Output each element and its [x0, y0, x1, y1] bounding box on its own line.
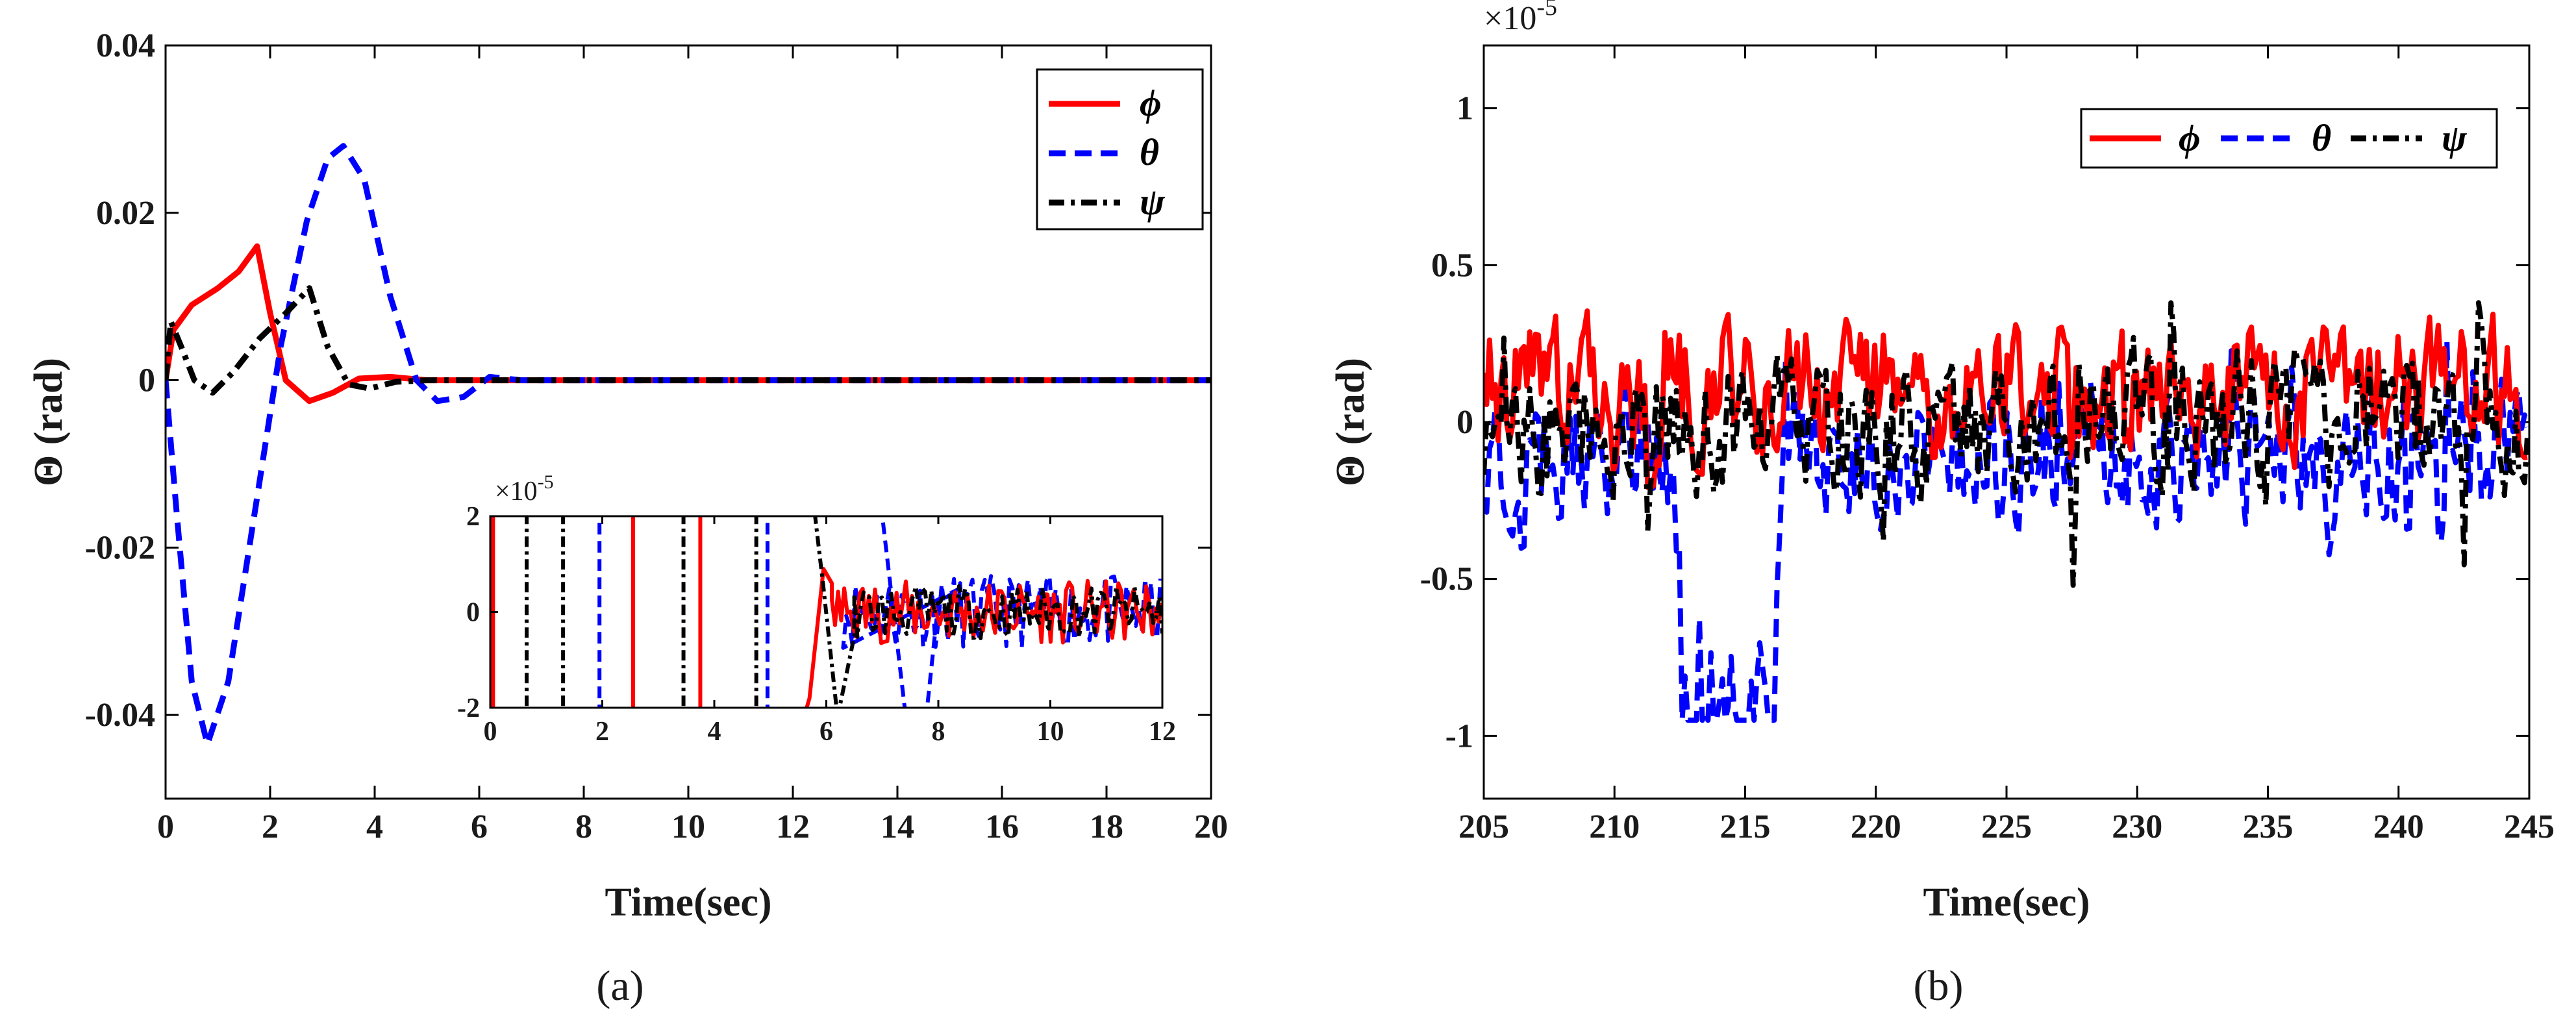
xtick-label: 230	[2112, 808, 2162, 845]
series-a-theta	[166, 143, 1211, 747]
xtick-label: 0	[484, 717, 497, 747]
chart-b-xlabel: Time(sec)	[1923, 880, 2090, 925]
legend-a-phi-label: ϕ	[1140, 82, 1162, 124]
xtick-label: 8	[575, 808, 592, 845]
ytick-label: -1	[1445, 717, 1473, 754]
xtick-label: 235	[2243, 808, 2294, 845]
xtick-label: 210	[1589, 808, 1640, 845]
xtick-label: 10	[671, 808, 705, 845]
xtick-label: 10	[1037, 717, 1064, 747]
inset-exponent-label: ×10-5	[495, 471, 554, 506]
panel-a-label: (a)	[596, 962, 644, 1010]
xtick-label: 2	[595, 717, 609, 747]
xtick-label: 240	[2373, 808, 2424, 845]
ytick-label: -0.04	[85, 697, 155, 734]
xtick-label: 2	[262, 808, 279, 845]
series-a-psi	[166, 285, 1211, 396]
xtick-label: 220	[1851, 808, 1901, 845]
ytick-label: 0	[1457, 404, 1473, 441]
chart-a-legend: ϕ θ ψ	[1036, 68, 1204, 231]
ytick-label: 0.02	[96, 195, 155, 232]
xtick-label: 6	[471, 808, 488, 845]
chart-b-legend: ϕ θ ψ	[2080, 108, 2498, 169]
ytick-label: -0.02	[85, 529, 155, 566]
inset-series-psi	[813, 516, 1162, 708]
chart-b-series-group	[1484, 300, 2529, 723]
xtick-label: 18	[1090, 808, 1123, 845]
xtick-label: 14	[881, 808, 914, 845]
legend-b-theta-label: θ	[2312, 117, 2331, 159]
chart-b-frame	[1482, 44, 2531, 800]
xtick-label: 225	[1981, 808, 2032, 845]
chart-a-series-group	[166, 143, 1211, 747]
xtick-label: 20	[1194, 808, 1228, 845]
ytick-label: 2	[466, 502, 480, 532]
series-b-psi	[1484, 300, 2529, 588]
xtick-label: 6	[819, 717, 833, 747]
ytick-label: 0	[466, 598, 480, 628]
ytick-label: -0.5	[1420, 561, 1473, 598]
legend-a-psi-label: ψ	[1140, 181, 1166, 223]
xtick-label: 4	[366, 808, 383, 845]
ytick-label: 1	[1457, 90, 1473, 127]
xtick-label: 12	[776, 808, 810, 845]
chart-a-frame	[164, 44, 1212, 800]
xtick-label: 4	[708, 717, 721, 747]
xtick-label: 215	[1720, 808, 1771, 845]
ytick-label: 0.5	[1431, 247, 1473, 284]
chart-a-ylabel: Θ (rad)	[27, 358, 71, 486]
xtick-label: 0	[157, 808, 174, 845]
inset-frame	[489, 515, 1164, 709]
chart-b-ylabel: Θ (rad)	[1329, 358, 1373, 486]
chart-a-inset: 0 2 4 6 8 10 12-202 ×10-5	[457, 471, 1176, 747]
panel-b-label: (b)	[1914, 962, 1964, 1010]
legend-a-theta-label: θ	[1140, 131, 1159, 173]
chart-b: 205 210 215 220 225 230 235 240 245 -1 -0.5 0 0.5 1 ×…	[1329, 0, 2555, 1010]
xtick-label: 8	[932, 717, 945, 747]
xtick-label: 245	[2504, 808, 2555, 845]
chart-a-xlabel: Time(sec)	[605, 880, 771, 925]
xtick-label: 16	[985, 808, 1019, 845]
chart-b-ticks: 205 210 215 220 225 230 235 240 245 -1 -0.5 0 0.5 1	[1420, 45, 2555, 845]
chart-b-exponent-label: ×10-5	[1484, 0, 1557, 37]
legend-b-psi-label: ψ	[2442, 117, 2468, 159]
xtick-label: 205	[1458, 808, 1509, 845]
ytick-label: -2	[457, 693, 480, 723]
legend-b-phi-label: ϕ	[2179, 117, 2201, 159]
ytick-label: 0.04	[96, 27, 155, 64]
series-b-phi	[1484, 308, 2528, 490]
xtick-label: 12	[1149, 717, 1176, 747]
ytick-label: 0	[138, 362, 155, 399]
